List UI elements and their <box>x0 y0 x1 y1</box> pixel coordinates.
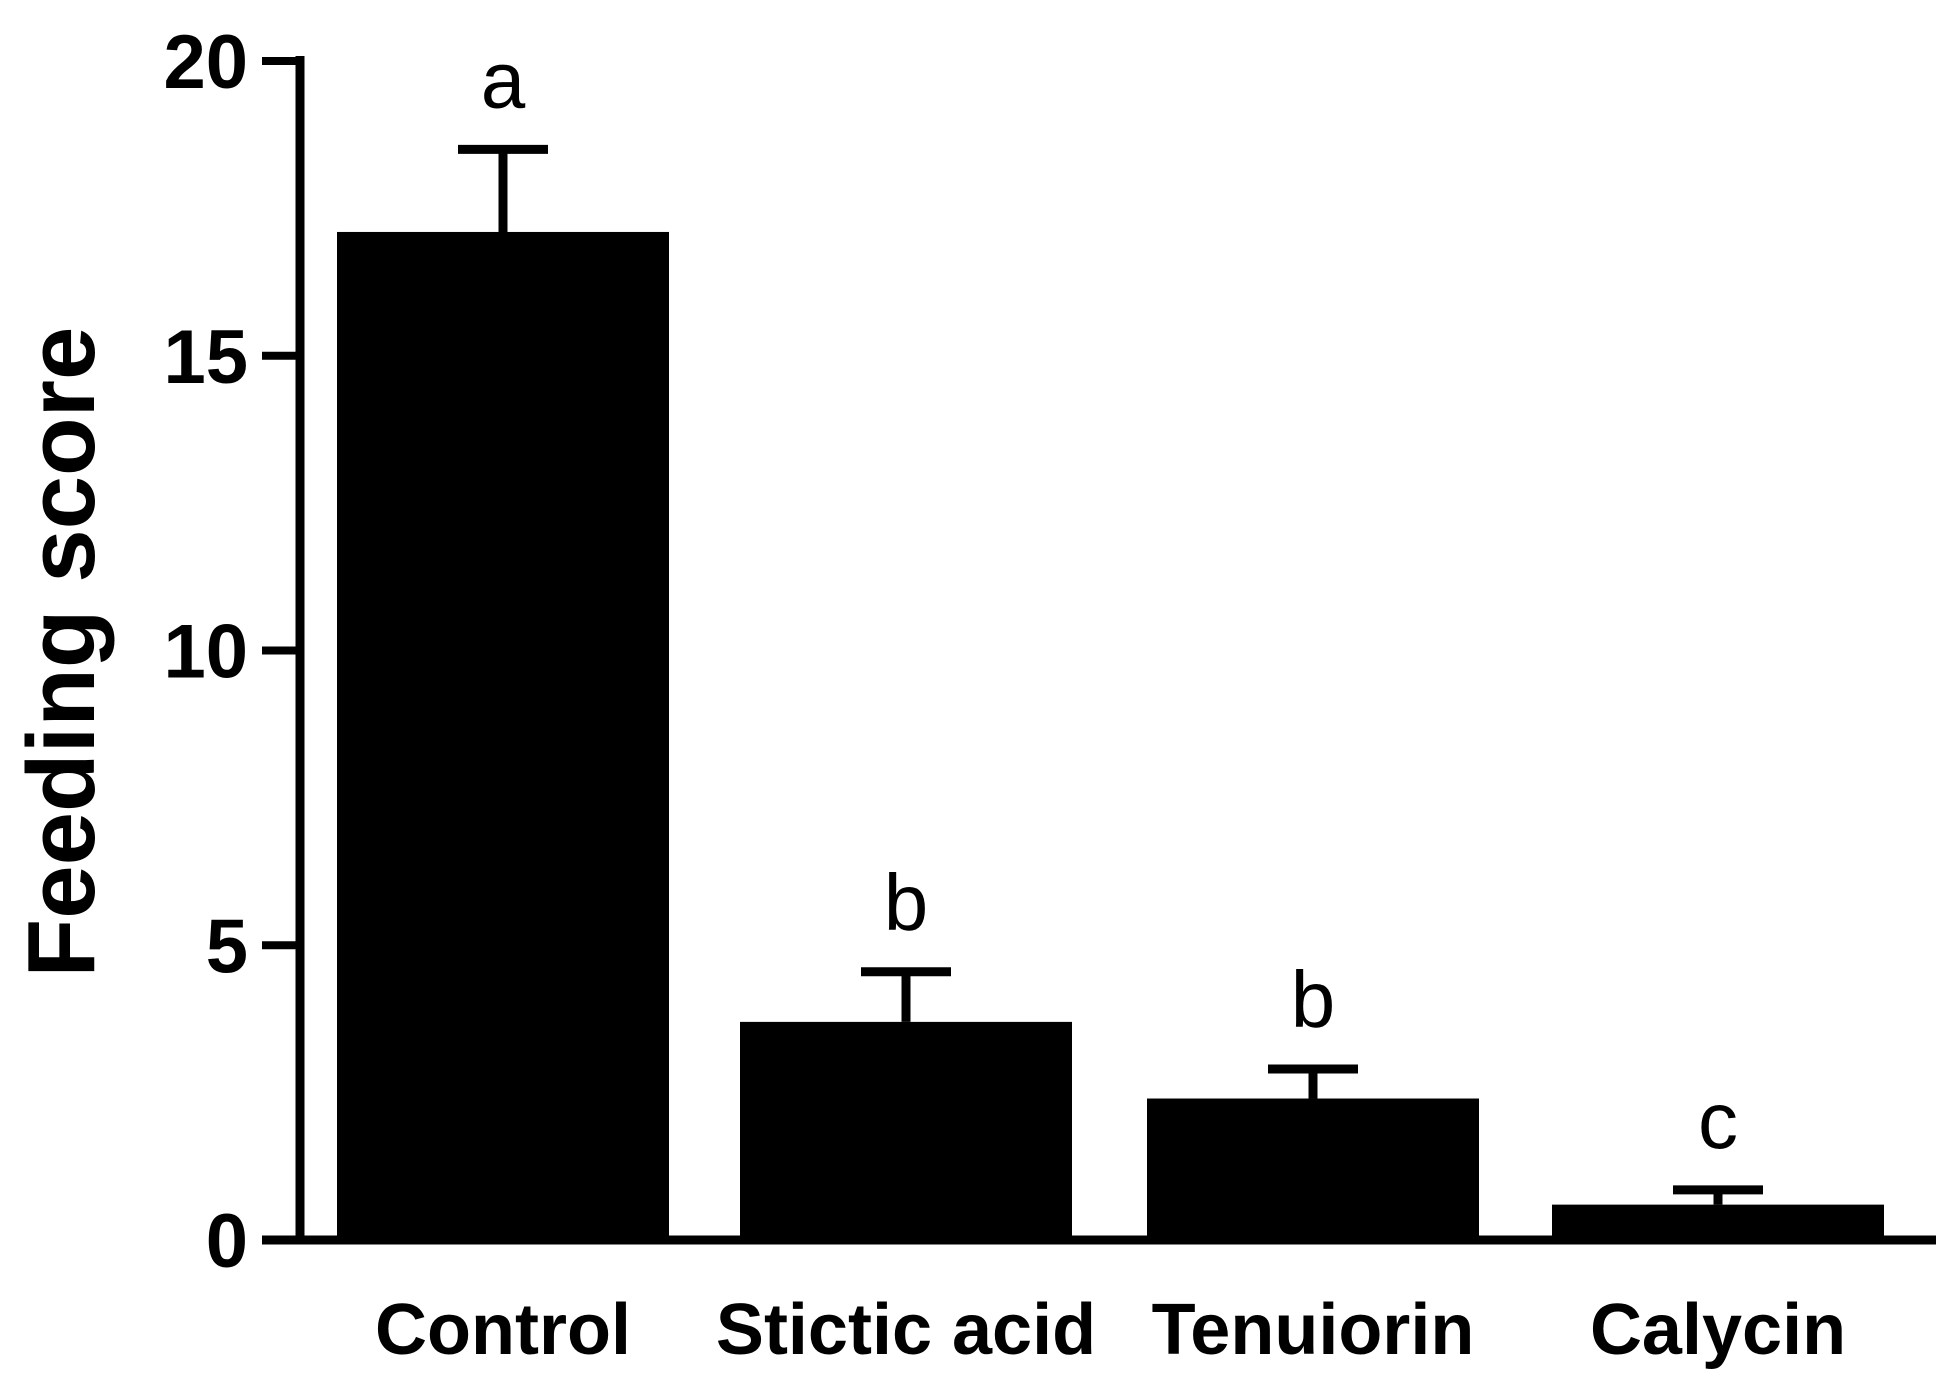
significance-letter-tenuiorin: b <box>1291 955 1336 1044</box>
bar-tenuiorin <box>1147 1098 1479 1240</box>
x-category-label-tenuiorin: Tenuiorin <box>1152 1290 1475 1370</box>
y-tick-label-20: 20 <box>163 20 248 105</box>
bar-calycin <box>1552 1204 1884 1240</box>
significance-letter-stictic-acid: b <box>884 858 929 947</box>
y-tick-label-5: 5 <box>206 904 248 989</box>
significance-letter-control: a <box>481 35 526 124</box>
significance-letter-calycin: c <box>1698 1076 1738 1165</box>
error-bar-stictic-acid <box>861 967 951 1022</box>
y-tick-label-15: 15 <box>163 315 248 400</box>
x-category-label-calycin: Calycin <box>1590 1290 1846 1370</box>
x-category-label-control: Control <box>375 1290 631 1370</box>
bar-control <box>337 231 669 1240</box>
y-tick-label-10: 10 <box>163 610 248 695</box>
error-bar-control <box>458 144 548 232</box>
error-bar-calycin <box>1673 1185 1763 1205</box>
error-bar-tenuiorin <box>1268 1064 1358 1099</box>
x-category-label-stictic-acid: Stictic acid <box>716 1290 1096 1370</box>
bar-stictic-acid <box>740 1021 1072 1240</box>
y-tick-label-0: 0 <box>206 1199 248 1284</box>
